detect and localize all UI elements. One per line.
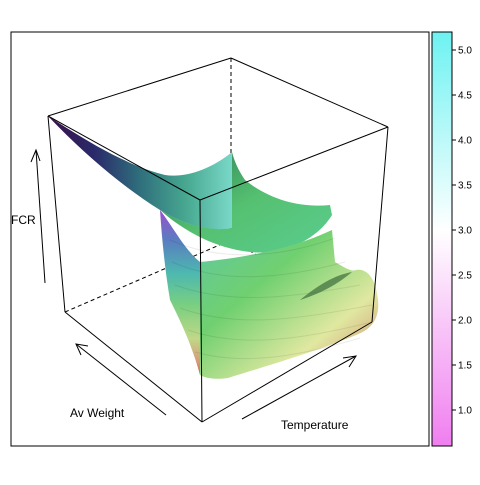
surface-ridge-dark: [300, 272, 352, 300]
color-key-tick-label: 4.0: [458, 136, 472, 147]
surface-back-sheet: [48, 116, 232, 230]
fcr-surface: [48, 116, 379, 379]
color-key-bar: [431, 31, 453, 447]
av-weight-axis-arrow: [75, 343, 167, 416]
av-weight-axis-label: Av Weight: [70, 406, 125, 420]
temperature-axis-arrow: [241, 355, 357, 420]
color-key: 1.0 1.5 2.0 2.5 3.0 3.5 4.0 4.5 5.0: [431, 31, 472, 447]
color-key-tick-label: 1.5: [458, 361, 472, 372]
axis-arrows: [30, 148, 358, 420]
surface-front-skirt: [160, 210, 200, 375]
color-key-tick-label: 3.0: [458, 226, 472, 237]
color-key-tick-label: 1.0: [458, 406, 472, 417]
fcr-axis-arrow: [35, 149, 46, 284]
color-key-tick-label: 2.0: [458, 316, 472, 327]
color-key-tick-label: 4.5: [458, 91, 472, 102]
color-key-tick-label: 5.0: [458, 46, 472, 57]
surface-front-face: [200, 230, 379, 379]
box-front-edges: [47, 57, 389, 423]
plot-frame: [10, 31, 430, 447]
temperature-axis-label: Temperature: [281, 418, 349, 432]
fcr-axis-label: FCR: [11, 213, 36, 227]
color-key-tick-label: 2.5: [458, 271, 472, 282]
surface-valley-sheet: [160, 152, 332, 253]
color-key-ticks: 1.0 1.5 2.0 2.5 3.0 3.5 4.0 4.5 5.0: [452, 46, 472, 417]
color-key-tick-label: 3.5: [458, 181, 472, 192]
surface-bands: [169, 237, 373, 360]
